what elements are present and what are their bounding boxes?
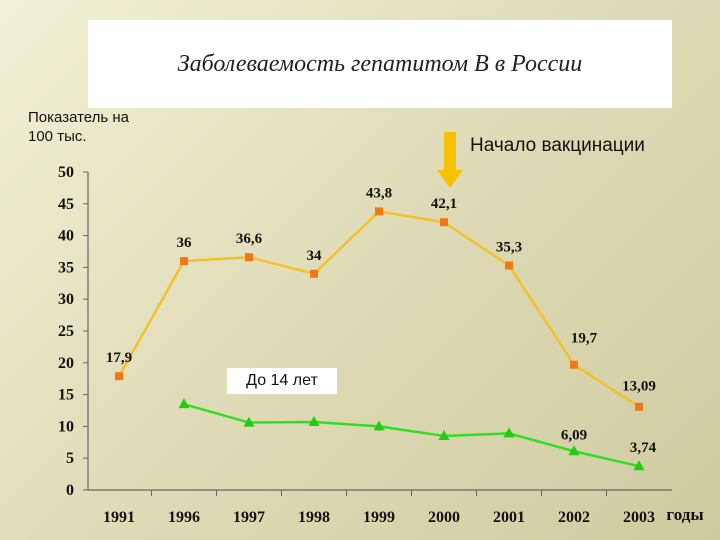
data-label-total: 19,7 bbox=[571, 331, 598, 347]
y-tick-label: 30 bbox=[58, 291, 74, 308]
data-point-total bbox=[245, 253, 253, 262]
data-point-children bbox=[308, 415, 320, 426]
data-label-total: 17,9 bbox=[106, 350, 132, 366]
data-point-total bbox=[310, 269, 318, 278]
y-tick-label: 35 bbox=[58, 259, 74, 276]
data-point-total bbox=[115, 372, 123, 381]
x-tick-label: 2000 bbox=[428, 509, 460, 526]
x-tick-label: 2001 bbox=[493, 509, 525, 526]
y-tick-label: 15 bbox=[58, 387, 74, 404]
data-point-children bbox=[503, 427, 515, 438]
data-point-children bbox=[633, 460, 645, 471]
y-tick-label: 25 bbox=[58, 323, 74, 340]
data-point-total bbox=[635, 402, 643, 411]
y-tick-label: 0 bbox=[66, 482, 74, 499]
data-label-total: 36 bbox=[177, 235, 193, 251]
vaccination-annotation: Начало вакцинации bbox=[470, 135, 645, 156]
data-point-children bbox=[178, 398, 190, 409]
data-point-total bbox=[375, 207, 383, 216]
data-label-total: 13,09 bbox=[622, 379, 656, 395]
data-label-total: 43,8 bbox=[366, 185, 392, 201]
x-tick-label: 2002 bbox=[558, 509, 590, 526]
x-tick-label: 1999 bbox=[363, 509, 395, 526]
y-axis-label: Показатель на 100 тыс. bbox=[28, 109, 129, 145]
data-label-total: 36,6 bbox=[236, 231, 263, 247]
series-line-total bbox=[117, 210, 640, 408]
y-tick-label: 10 bbox=[58, 418, 74, 435]
data-point-total bbox=[570, 360, 578, 369]
data-label-children: 6,09 bbox=[561, 427, 587, 443]
x-tick-label: 1997 bbox=[233, 509, 265, 526]
data-point-total bbox=[505, 261, 513, 270]
data-label-total: 42,1 bbox=[431, 196, 457, 212]
x-axis-unit: годы bbox=[666, 505, 703, 524]
data-label-total: 34 bbox=[307, 248, 323, 264]
y-tick-label: 50 bbox=[58, 164, 74, 181]
y-tick-label: 5 bbox=[66, 450, 74, 467]
y-tick-label: 20 bbox=[58, 355, 74, 372]
data-point-total bbox=[180, 257, 188, 266]
data-point-children bbox=[568, 445, 580, 456]
vaccination-arrow-shaft bbox=[444, 132, 456, 172]
data-point-children bbox=[243, 416, 255, 427]
x-tick-label: 2003 bbox=[623, 509, 655, 526]
series-line-children bbox=[183, 402, 640, 468]
chart-title: Заболеваемость гепатитом В в России bbox=[177, 50, 583, 77]
data-label-children: 3,74 bbox=[630, 440, 657, 456]
x-tick-label: 1998 bbox=[298, 509, 330, 526]
x-tick-label: 1991 bbox=[103, 509, 135, 526]
vaccination-arrow-head bbox=[437, 170, 463, 188]
y-tick-label: 45 bbox=[58, 196, 74, 213]
data-label-total: 35,3 bbox=[496, 239, 522, 255]
title-box: Заболеваемость гепатитом В в России bbox=[88, 20, 672, 108]
data-point-total bbox=[440, 218, 448, 227]
data-point-children bbox=[438, 429, 450, 440]
data-point-children bbox=[373, 420, 385, 431]
y-tick-label: 40 bbox=[58, 228, 74, 245]
x-tick-label: 1996 bbox=[168, 509, 200, 526]
series-label-children: До 14 лет bbox=[227, 368, 337, 394]
